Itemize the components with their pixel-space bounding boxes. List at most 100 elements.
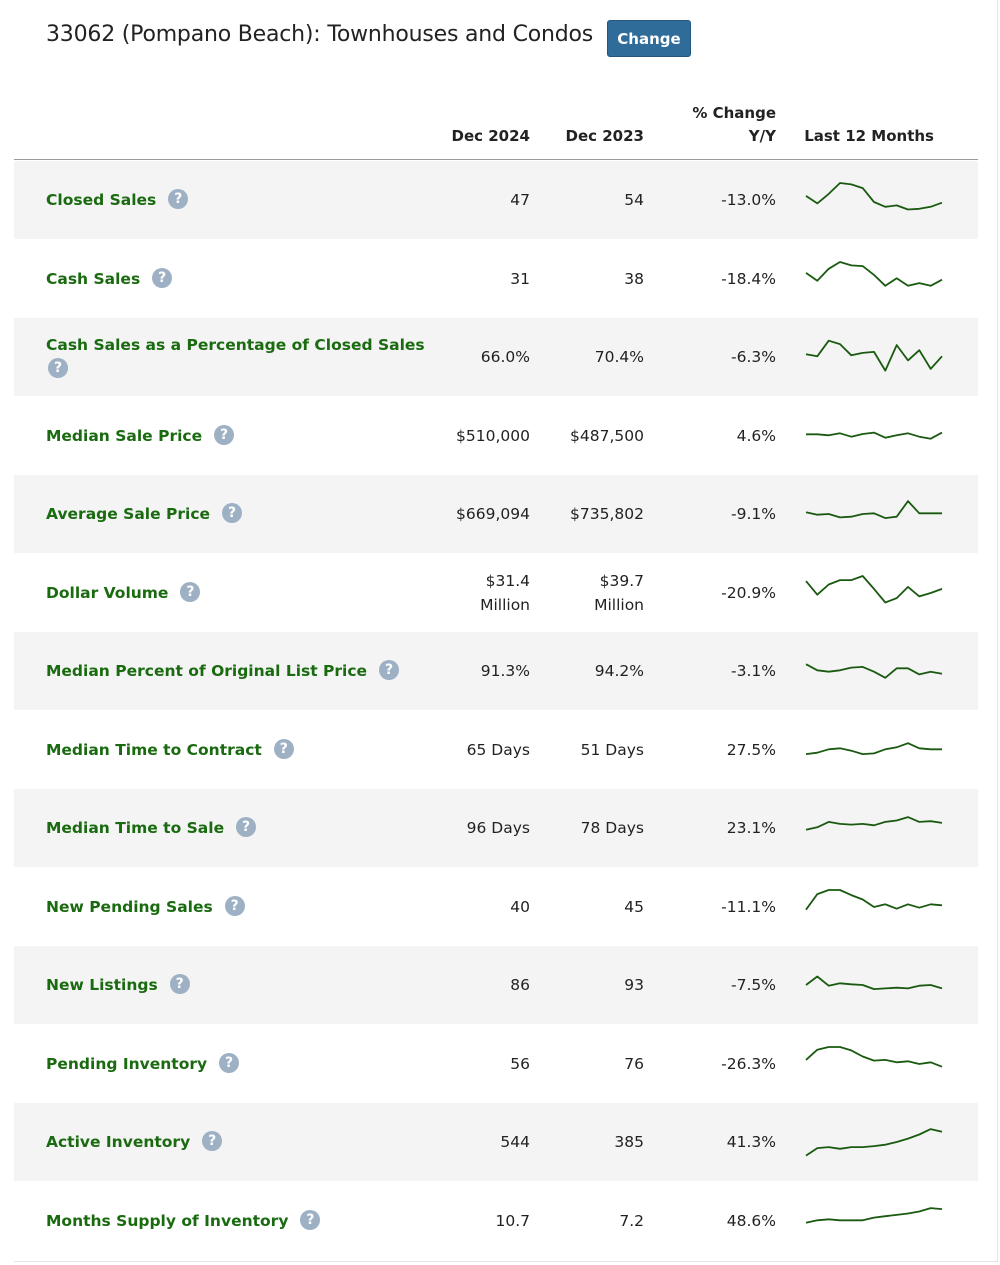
- table-row: Cash Sales as a Percentage of Closed Sal…: [14, 318, 978, 396]
- table-row: Median Time to Contract? 65 Days 51 Days 27…: [14, 711, 978, 789]
- help-icon[interactable]: ?: [168, 188, 189, 209]
- help-icon[interactable]: ?: [236, 816, 257, 837]
- table-row: Median Percent of Original List Price? 91…: [14, 632, 978, 710]
- sparkline-last-12-months: [805, 500, 942, 519]
- sparkline-last-12-months: [805, 575, 943, 604]
- sparkline-last-12-months: [805, 889, 943, 911]
- metric-label-text: Pending Inventory: [46, 1055, 208, 1073]
- sparkline-last-12-months: [805, 261, 943, 287]
- value-dec-2024: 66.0%: [480, 348, 530, 366]
- value-dec-2024: $31.4 Million: [480, 572, 530, 614]
- metric-label: New Listings?: [46, 973, 190, 997]
- value-dec-2024: $669,094: [456, 505, 530, 523]
- market-stats-card: [14, 0, 998, 1262]
- help-icon[interactable]: ?: [219, 1052, 240, 1073]
- value-dec-2023: $39.7 Million: [594, 572, 644, 614]
- sparkline-path: [805, 1128, 943, 1157]
- value-pct-change: 23.1%: [726, 819, 776, 837]
- change-button[interactable]: Change: [607, 20, 691, 57]
- value-dec-2023: 54: [624, 191, 644, 209]
- sparkline-path: [805, 575, 943, 604]
- metric-label-text: Cash Sales as a Percentage of Closed Sal…: [46, 336, 425, 354]
- value-dec-2024: 40: [510, 898, 530, 916]
- sparkline-last-12-months: [805, 1207, 943, 1224]
- value-pct-change: -3.1%: [731, 662, 776, 680]
- sparkline-last-12-months: [805, 663, 943, 679]
- metric-label-text: Active Inventory: [46, 1133, 191, 1151]
- metric-label: Cash Sales as a Percentage of Closed Sal…: [46, 333, 426, 381]
- sparkline-path: [805, 816, 943, 831]
- sparkline-last-12-months: [805, 742, 942, 755]
- value-dec-2023: 385: [614, 1133, 644, 1151]
- table-row: Median Sale Price? $510,000 $487,500 4.6%: [14, 397, 978, 475]
- page-title: 33062 (Pompano Beach): Townhouses and Co…: [46, 22, 594, 47]
- value-pct-change: 48.6%: [726, 1212, 776, 1230]
- metric-label: Active Inventory?: [46, 1130, 223, 1154]
- value-dec-2023: 51 Days: [580, 741, 644, 759]
- sparkline-path: [805, 1207, 943, 1224]
- value-dec-2023: $487,500: [570, 427, 644, 445]
- value-pct-change: -11.1%: [721, 898, 776, 916]
- metric-label-text: Cash Sales: [46, 270, 141, 288]
- sparkline-path: [805, 975, 943, 990]
- metric-label: Pending Inventory?: [46, 1052, 240, 1076]
- value-dec-2023: 93: [624, 976, 644, 994]
- value-dec-2024: 65 Days: [466, 741, 530, 759]
- sparkline-last-12-months: [805, 816, 943, 831]
- table-row: Median Time to Sale? 96 Days 78 Days 23.1%: [14, 789, 978, 867]
- value-dec-2024: 31: [510, 270, 530, 288]
- value-dec-2023: 78 Days: [580, 819, 644, 837]
- help-icon[interactable]: ?: [224, 895, 245, 916]
- table-row: New Listings? 86 93 -7.5%: [14, 946, 978, 1024]
- table-row: Pending Inventory? 56 76 -26.3%: [14, 1025, 978, 1103]
- value-pct-change: -13.0%: [721, 191, 776, 209]
- help-icon[interactable]: ?: [152, 267, 173, 288]
- help-icon[interactable]: ?: [300, 1209, 321, 1230]
- metric-label: Dollar Volume?: [46, 581, 201, 605]
- help-icon[interactable]: ?: [273, 738, 294, 759]
- value-dec-2024: 56: [510, 1055, 530, 1073]
- value-dec-2023: 38: [624, 270, 644, 288]
- value-pct-change: -26.3%: [721, 1055, 776, 1073]
- col-header-pct-change-line2: Y/Y: [748, 127, 776, 145]
- help-icon[interactable]: ?: [180, 581, 201, 602]
- metric-label: Cash Sales?: [46, 267, 173, 291]
- metric-label-text: Average Sale Price: [46, 505, 211, 523]
- help-icon[interactable]: ?: [222, 502, 243, 523]
- value-pct-change: -18.4%: [721, 270, 776, 288]
- help-icon[interactable]: ?: [202, 1130, 223, 1151]
- help-icon[interactable]: ?: [48, 357, 68, 378]
- sparkline-path: [805, 261, 943, 287]
- col-header-dec-2024: Dec 2024: [451, 127, 531, 145]
- metric-label-text: Median Sale Price: [46, 427, 203, 445]
- value-pct-change: 4.6%: [736, 427, 776, 445]
- table-row: Dollar Volume? $31.4 Million $39.7 Million…: [14, 554, 978, 632]
- table-row: New Pending Sales? 40 45 -11.1%: [14, 868, 978, 946]
- metric-label: Median Sale Price?: [46, 424, 235, 448]
- value-pct-change: 27.5%: [726, 741, 776, 759]
- value-dec-2024: 91.3%: [480, 662, 530, 680]
- table-row: Months Supply of Inventory? 10.7 7.2 48.6%: [14, 1182, 978, 1260]
- metric-label-text: New Pending Sales: [46, 898, 213, 916]
- metric-label-text: Months Supply of Inventory: [46, 1212, 289, 1230]
- metric-label-text: Median Time to Contract: [46, 741, 262, 759]
- metric-label-text: Dollar Volume: [46, 584, 169, 602]
- help-icon[interactable]: ?: [379, 659, 400, 680]
- metric-label-text: Median Time to Sale: [46, 819, 225, 837]
- value-pct-change: -20.9%: [721, 584, 776, 602]
- metric-label-text: Closed Sales: [46, 191, 157, 209]
- col-header-last-12-months: Last 12 Months: [804, 127, 934, 145]
- help-icon[interactable]: ?: [214, 424, 235, 445]
- sparkline-path: [805, 182, 943, 211]
- value-dec-2024: 10.7: [495, 1212, 530, 1230]
- sparkline-path: [805, 1046, 943, 1068]
- value-dec-2023: 7.2: [619, 1212, 644, 1230]
- sparkline-path: [805, 889, 943, 911]
- table-row: Closed Sales? 47 54 -13.0%: [14, 161, 978, 239]
- value-dec-2024: 544: [500, 1133, 530, 1151]
- sparkline-last-12-months: [805, 339, 943, 372]
- metric-label: Average Sale Price?: [46, 502, 243, 526]
- value-dec-2023: $735,802: [570, 505, 644, 523]
- help-icon[interactable]: ?: [169, 973, 190, 994]
- metric-label: Closed Sales?: [46, 188, 189, 212]
